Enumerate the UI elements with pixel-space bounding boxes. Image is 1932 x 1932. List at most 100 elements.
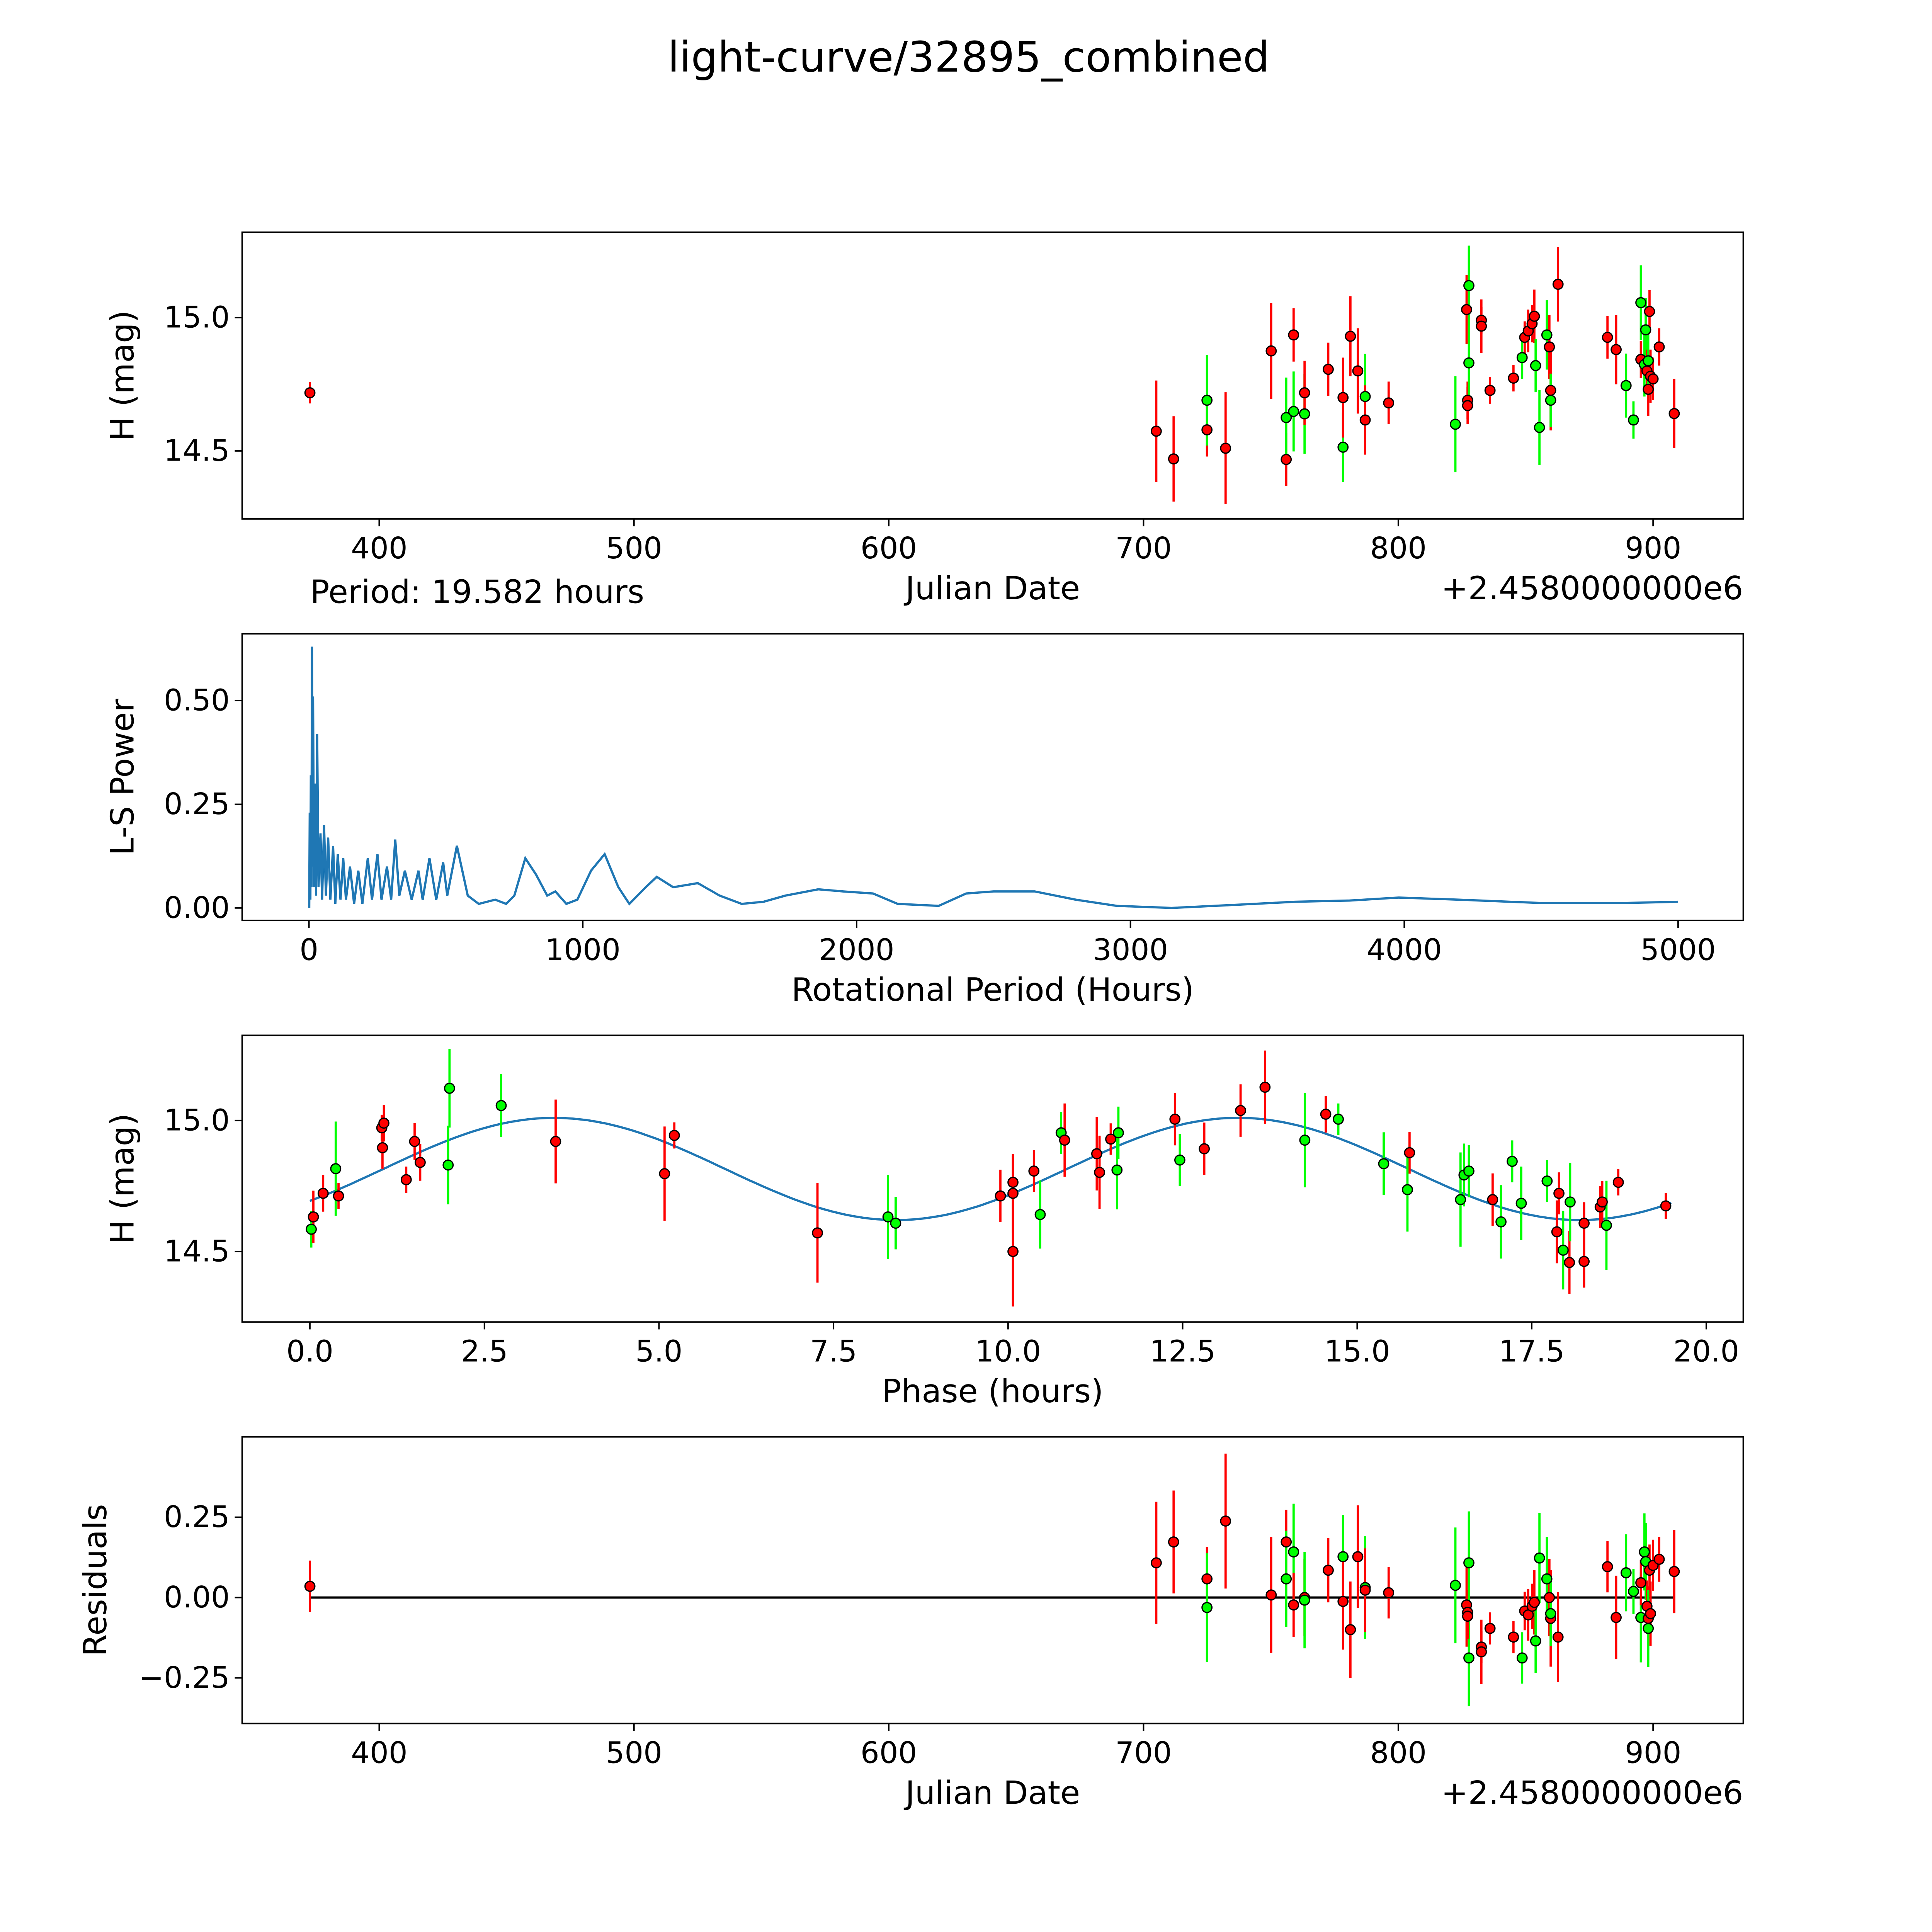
data-point bbox=[1220, 1515, 1231, 1527]
data-point bbox=[1628, 1586, 1639, 1597]
x-axis-label: Rotational Period (Hours) bbox=[791, 971, 1194, 1009]
x-tick-label: 12.5 bbox=[1150, 1335, 1216, 1369]
x-tick-label: 800 bbox=[1370, 1736, 1427, 1770]
panel-periodogram: 0 1000 2000 3000 4000 5000 0.00 0.25 0.50 Rotatio… bbox=[104, 633, 1744, 1009]
x-tick-label: 7.5 bbox=[810, 1335, 857, 1369]
data-point bbox=[1463, 1557, 1475, 1569]
data-point bbox=[1281, 454, 1292, 465]
data-point bbox=[1450, 1580, 1461, 1591]
data-point bbox=[1383, 397, 1395, 409]
data-point bbox=[495, 1100, 507, 1111]
data-point bbox=[668, 1130, 680, 1141]
panel-phased: 0.0 2.5 5.0 7.5 10.0 12.5 15.0 17.5 20.0 14.5 15.0… bbox=[104, 1034, 1744, 1410]
data-point bbox=[1288, 1546, 1299, 1558]
x-tick-label: 400 bbox=[351, 1736, 407, 1770]
data-point bbox=[1643, 384, 1654, 395]
data-point bbox=[1323, 364, 1334, 375]
x-tick-label: 600 bbox=[861, 531, 917, 566]
data-point bbox=[1643, 1622, 1654, 1634]
data-point bbox=[1545, 395, 1556, 406]
data-point bbox=[1028, 1165, 1040, 1177]
data-point bbox=[1168, 453, 1179, 465]
data-point bbox=[1059, 1134, 1070, 1146]
data-point bbox=[1169, 1114, 1181, 1125]
x-tick-label: 2000 bbox=[819, 933, 894, 967]
y-tick-label: 0.50 bbox=[164, 684, 230, 718]
data-point bbox=[1476, 320, 1487, 332]
data-point bbox=[1034, 1209, 1046, 1220]
data-point bbox=[1552, 279, 1564, 290]
data-point bbox=[1495, 1216, 1507, 1228]
data-point bbox=[1601, 1219, 1612, 1231]
data-point bbox=[1094, 1167, 1105, 1178]
data-point bbox=[1660, 1200, 1672, 1212]
data-point bbox=[330, 1163, 342, 1174]
data-point bbox=[1541, 329, 1553, 341]
data-point bbox=[377, 1142, 388, 1153]
data-point bbox=[1281, 412, 1292, 423]
data-point bbox=[1235, 1105, 1246, 1116]
data-point bbox=[304, 387, 316, 398]
y-tick-label: 15.0 bbox=[164, 1103, 230, 1138]
panel-lightcurve: 400 500 600 700 800 900 14.5 15.0 Julian Date H (… bbox=[104, 231, 1744, 607]
data-point bbox=[890, 1218, 901, 1229]
data-point bbox=[1530, 360, 1541, 371]
data-point bbox=[659, 1168, 670, 1179]
data-point bbox=[442, 1159, 454, 1171]
data-point bbox=[1168, 1536, 1179, 1548]
data-point bbox=[444, 1083, 455, 1094]
data-point bbox=[1359, 391, 1371, 402]
data-point bbox=[1265, 345, 1277, 357]
data-point bbox=[1463, 1652, 1475, 1664]
data-point bbox=[1541, 1573, 1553, 1585]
x-tick-label: 17.5 bbox=[1499, 1335, 1565, 1369]
x-tick-label: 2.5 bbox=[461, 1335, 508, 1369]
data-point bbox=[415, 1156, 426, 1168]
data-point bbox=[1323, 1565, 1334, 1576]
data-point bbox=[378, 1117, 389, 1129]
y-axis-label: H (mag) bbox=[104, 310, 141, 441]
x-tick-label: 800 bbox=[1370, 531, 1427, 566]
data-point bbox=[1455, 1194, 1466, 1205]
data-point bbox=[1640, 324, 1651, 336]
data-point bbox=[1378, 1158, 1389, 1170]
data-point bbox=[1463, 1165, 1475, 1177]
data-point bbox=[1265, 1589, 1277, 1601]
data-point bbox=[1462, 1611, 1473, 1622]
data-point bbox=[1647, 373, 1659, 385]
axes-frame bbox=[241, 1436, 1744, 1725]
y-tick-label: 0.00 bbox=[164, 1580, 230, 1615]
data-point bbox=[812, 1227, 823, 1239]
data-point bbox=[1552, 1631, 1564, 1643]
data-point bbox=[1199, 1143, 1210, 1155]
x-axis-label: Julian Date bbox=[903, 570, 1080, 607]
data-point bbox=[1450, 418, 1461, 430]
x-tick-label: 900 bbox=[1625, 1736, 1681, 1770]
data-point bbox=[1602, 1561, 1613, 1572]
data-point bbox=[1299, 387, 1310, 398]
data-point bbox=[1404, 1147, 1415, 1158]
y-tick-label: 0.00 bbox=[164, 891, 230, 925]
data-point bbox=[1352, 1551, 1364, 1563]
data-point bbox=[1201, 1573, 1213, 1585]
x-tick-label: 600 bbox=[861, 1736, 917, 1770]
data-point bbox=[1645, 1608, 1656, 1619]
x-tick-label: 0 bbox=[299, 933, 318, 967]
data-point bbox=[1201, 1602, 1213, 1613]
axes-frame bbox=[241, 1034, 1744, 1323]
data-point bbox=[1558, 1245, 1569, 1256]
data-point bbox=[1564, 1257, 1575, 1268]
data-point bbox=[317, 1187, 329, 1199]
data-point bbox=[1578, 1256, 1590, 1267]
data-point bbox=[1602, 332, 1613, 343]
data-point bbox=[1487, 1194, 1498, 1205]
data-point bbox=[1529, 1597, 1540, 1608]
data-point bbox=[1220, 442, 1231, 454]
data-point bbox=[1534, 422, 1545, 433]
figure-title: light-curve/32895_combined bbox=[668, 32, 1270, 82]
data-point bbox=[1337, 392, 1349, 403]
data-point bbox=[1299, 1594, 1310, 1606]
data-point bbox=[1639, 1546, 1650, 1558]
data-point bbox=[1337, 1551, 1349, 1563]
